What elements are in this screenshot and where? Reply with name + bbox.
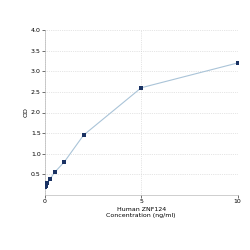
- Point: [139, 86, 143, 90]
- Point: [52, 170, 56, 174]
- Point: [46, 182, 50, 186]
- Point: [236, 61, 240, 65]
- Y-axis label: OD: OD: [23, 108, 28, 118]
- Point: [48, 177, 52, 181]
- Point: [62, 160, 66, 164]
- Point: [44, 184, 48, 188]
- Point: [43, 185, 47, 189]
- Point: [82, 133, 86, 137]
- X-axis label: Human ZNF124
Concentration (ng/ml): Human ZNF124 Concentration (ng/ml): [106, 207, 176, 218]
